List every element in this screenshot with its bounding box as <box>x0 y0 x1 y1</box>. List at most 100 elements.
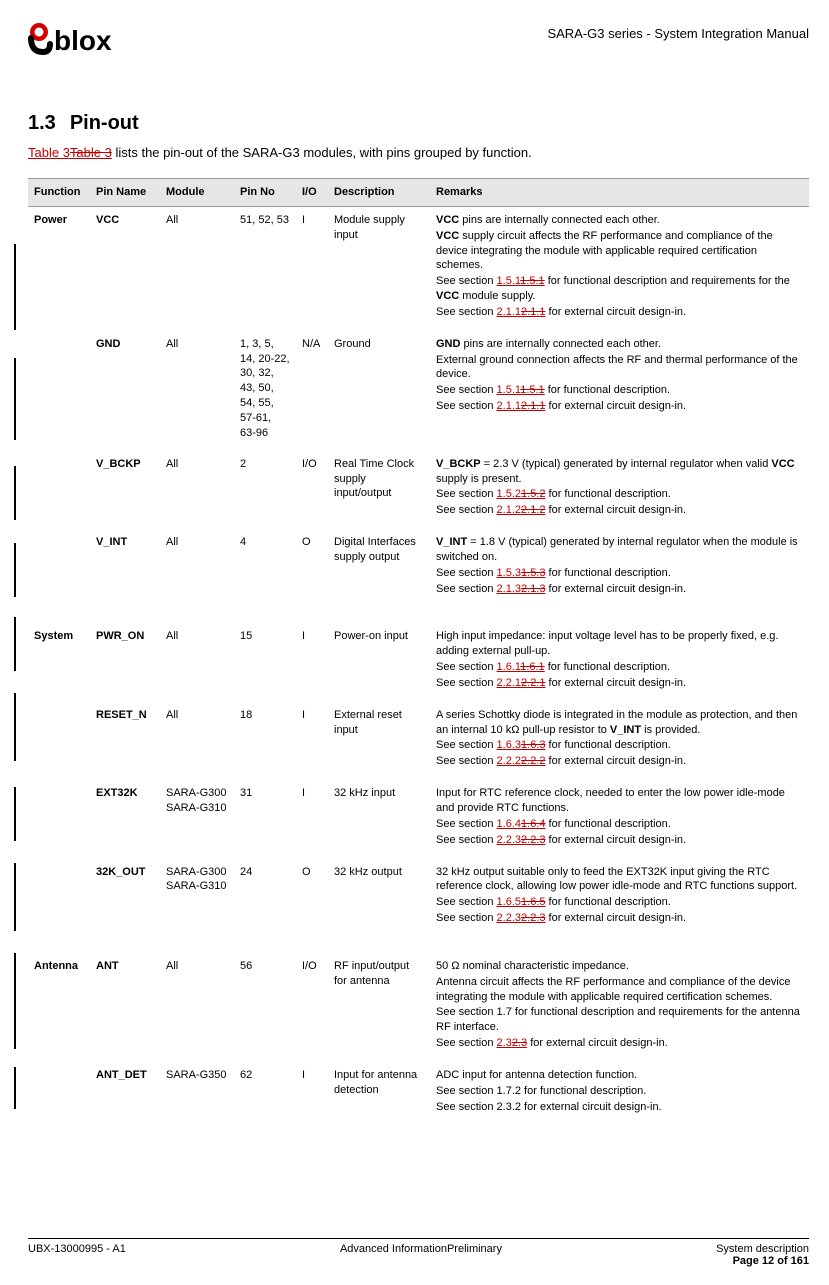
cell-description: Power-on input <box>328 623 430 701</box>
cell-function: Antenna <box>28 953 90 1062</box>
th-pinname: Pin Name <box>90 179 160 207</box>
cell-pinname: PWR_ON <box>90 623 160 701</box>
group-separator <box>28 607 809 623</box>
section-ref-link[interactable]: 2.2.2 <box>497 755 521 767</box>
section-heading: 1.3Pin-out <box>28 112 809 135</box>
section-ref-link[interactable]: 1.5.3 <box>497 567 521 579</box>
section-ref-link[interactable]: 1.6.4 <box>497 818 521 830</box>
cell-remarks: V_BCKP = 2.3 V (typical) generated by in… <box>430 451 809 529</box>
table-header-row: Function Pin Name Module Pin No I/O Desc… <box>28 179 809 207</box>
cell-description: Real Time Clock supply input/output <box>328 451 430 529</box>
cell-pinname: RESET_N <box>90 702 160 780</box>
cell-io: I <box>296 206 328 330</box>
section-ref-link[interactable]: 2.2.3 <box>497 912 521 924</box>
section-ref-link[interactable]: 1.6.1 <box>497 661 521 673</box>
cell-pinno: 31 <box>234 780 296 858</box>
cell-io: N/A <box>296 331 328 451</box>
cell-remarks: ADC input for antenna detection function… <box>430 1062 809 1126</box>
section-ref-link[interactable]: 2.1.3 <box>497 583 521 595</box>
section-ref-link[interactable]: 2.1.2 <box>497 504 521 516</box>
cell-module: All <box>160 953 234 1062</box>
section-ref-strike: 2.3 <box>512 1037 527 1049</box>
section-ref-strike: 1.5.2 <box>521 488 545 500</box>
cell-function <box>28 702 90 780</box>
cell-description: Ground <box>328 331 430 451</box>
cell-pinname: EXT32K <box>90 780 160 858</box>
revision-bar <box>14 863 16 931</box>
cell-pinname: GND <box>90 331 160 451</box>
table-ref-link[interactable]: Table 3 <box>28 145 70 160</box>
revision-bar <box>14 244 16 330</box>
cell-description: Digital Interfaces supply output <box>328 529 430 607</box>
cell-io: O <box>296 859 328 937</box>
cell-remarks: 50 Ω nominal characteristic impedance.An… <box>430 953 809 1062</box>
th-remarks: Remarks <box>430 179 809 207</box>
cell-function: Power <box>28 206 90 330</box>
section-ref-link[interactable]: 2.3 <box>497 1037 512 1049</box>
cell-remarks: VCC pins are internally connected each o… <box>430 206 809 330</box>
cell-function <box>28 1062 90 1126</box>
section-ref-strike: 1.6.1 <box>520 661 544 673</box>
cell-io: O <box>296 529 328 607</box>
intro-text: Table 3Table 3 lists the pin-out of the … <box>28 145 809 160</box>
section-ref-link[interactable]: 1.6.5 <box>497 896 521 908</box>
cell-pinno: 15 <box>234 623 296 701</box>
section-ref-strike: 1.6.5 <box>521 896 545 908</box>
section-ref-link[interactable]: 1.5.1 <box>497 275 521 287</box>
table-row: RESET_NAll18IExternal reset inputA serie… <box>28 702 809 780</box>
section-ref-strike: 2.2.2 <box>521 755 545 767</box>
section-ref-link[interactable]: 1.5.2 <box>497 488 521 500</box>
cell-module: All <box>160 529 234 607</box>
cell-description: External reset input <box>328 702 430 780</box>
footer-left: UBX-13000995 - A1 <box>28 1243 126 1267</box>
revision-bar <box>14 617 16 671</box>
cell-pinname: 32K_OUT <box>90 859 160 937</box>
section-ref-strike: 1.5.3 <box>521 567 545 579</box>
cell-io: I <box>296 702 328 780</box>
cell-pinname: V_INT <box>90 529 160 607</box>
revision-bar <box>14 358 16 440</box>
cell-module: All <box>160 331 234 451</box>
page-header: blox SARA-G3 series - System Integration… <box>28 20 809 62</box>
cell-description: Module supply input <box>328 206 430 330</box>
cell-function <box>28 451 90 529</box>
cell-pinno: 2 <box>234 451 296 529</box>
section-ref-link[interactable]: 2.1.1 <box>497 306 521 318</box>
cell-remarks: GND pins are internally connected each o… <box>430 331 809 451</box>
footer-right: System description Page 12 of 161 <box>716 1243 809 1267</box>
th-io: I/O <box>296 179 328 207</box>
section-ref-link[interactable]: 2.2.1 <box>497 677 521 689</box>
table-row: AntennaANTAll56I/ORF input/output for an… <box>28 953 809 1062</box>
cell-pinname: VCC <box>90 206 160 330</box>
section-ref-link[interactable]: 1.5.1 <box>497 384 521 396</box>
footer-center: Advanced InformationPreliminary <box>126 1243 716 1267</box>
cell-description: 32 kHz output <box>328 859 430 937</box>
cell-remarks: 32 kHz output suitable only to feed the … <box>430 859 809 937</box>
cell-function <box>28 331 90 451</box>
cell-module: SARA-G300 SARA-G310 <box>160 780 234 858</box>
revision-bar <box>14 543 16 597</box>
cell-function <box>28 529 90 607</box>
cell-description: RF input/output for antenna <box>328 953 430 1062</box>
svg-text:blox: blox <box>54 25 112 56</box>
cell-pinname: ANT <box>90 953 160 1062</box>
cell-pinno: 1, 3, 5, 14, 20-22, 30, 32, 43, 50, 54, … <box>234 331 296 451</box>
section-ref-link[interactable]: 2.1.1 <box>497 400 521 412</box>
table-row: EXT32KSARA-G300 SARA-G31031I32 kHz input… <box>28 780 809 858</box>
revision-bar <box>14 693 16 761</box>
table-ref-strike: Table 3 <box>70 145 112 160</box>
cell-pinname: V_BCKP <box>90 451 160 529</box>
revision-bar <box>14 953 16 1049</box>
cell-remarks: Input for RTC reference clock, needed to… <box>430 780 809 858</box>
cell-io: I <box>296 1062 328 1126</box>
section-ref-strike: 2.1.1 <box>521 306 545 318</box>
cell-description: 32 kHz input <box>328 780 430 858</box>
section-ref-link[interactable]: 2.2.3 <box>497 834 521 846</box>
cell-pinno: 24 <box>234 859 296 937</box>
page-footer: UBX-13000995 - A1 Advanced InformationPr… <box>28 1238 809 1267</box>
cell-description: Input for antenna detection <box>328 1062 430 1126</box>
section-ref-link[interactable]: 1.6.3 <box>497 739 521 751</box>
th-module: Module <box>160 179 234 207</box>
th-description: Description <box>328 179 430 207</box>
cell-module: SARA-G300 SARA-G310 <box>160 859 234 937</box>
